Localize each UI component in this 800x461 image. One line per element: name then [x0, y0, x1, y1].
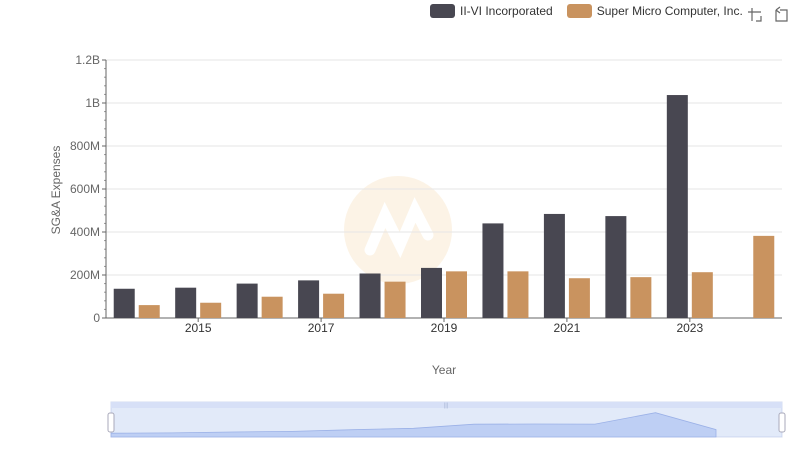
bar-ii-vi-2023[interactable] [666, 95, 688, 318]
y-tick-label: 400M [70, 225, 100, 239]
x-tick-label: 2021 [554, 321, 581, 335]
legend-item-supermicro[interactable]: Super Micro Computer, Inc. [566, 4, 743, 18]
bar-supermicro-2014[interactable] [138, 305, 160, 318]
slider-preview-area [110, 412, 717, 438]
x-axis-label: Year [432, 363, 456, 377]
legend-swatch-supermicro [566, 4, 592, 18]
toolbar [746, 6, 798, 24]
slider-handle-right[interactable] [778, 412, 786, 433]
legend-label-ii-vi: II-VI Incorporated [460, 4, 553, 18]
bar-ii-vi-2020[interactable] [482, 223, 504, 318]
y-tick-label: 200M [70, 268, 100, 282]
zoom-icon[interactable] [746, 6, 764, 24]
bar-supermicro-2015[interactable] [200, 302, 222, 318]
x-tick-label: 2015 [185, 321, 212, 335]
slider-selection[interactable] [111, 408, 782, 437]
bar-ii-vi-2017[interactable] [298, 280, 320, 318]
bar-supermicro-2023[interactable] [691, 272, 713, 318]
bars [113, 95, 775, 318]
bar-ii-vi-2021[interactable] [543, 213, 565, 318]
y-tick-label: 1B [85, 96, 100, 110]
legend-label-supermicro: Super Micro Computer, Inc. [596, 4, 743, 18]
bar-ii-vi-2018[interactable] [359, 273, 381, 318]
slider-top-bar[interactable] [111, 402, 782, 408]
watermark-logo [344, 176, 452, 284]
bar-supermicro-2016[interactable] [261, 296, 283, 318]
bar-supermicro-2019[interactable] [446, 271, 467, 318]
x-tick-label: 2017 [308, 321, 335, 335]
y-axis-label: SG&A Expenses [49, 146, 63, 235]
legend-item-ii-vi[interactable]: II-VI Incorporated [430, 4, 553, 18]
x-tick-label: 2019 [431, 321, 458, 335]
legend: II-VI Incorporated Super Micro Computer,… [430, 4, 757, 18]
bar-ii-vi-2019[interactable] [421, 267, 442, 318]
bar-supermicro-2024[interactable] [753, 235, 775, 318]
y-tick-label: 600M [70, 182, 100, 196]
legend-swatch-ii-vi [430, 4, 455, 18]
x-axis: 2015 2017 2019 2021 2023 [106, 317, 782, 335]
bar-ii-vi-2022[interactable] [605, 216, 627, 318]
bar-ii-vi-2014[interactable] [113, 288, 135, 318]
bar-ii-vi-2015[interactable] [175, 287, 197, 318]
slider-grip-icon[interactable]: ||| [444, 403, 449, 409]
bar-supermicro-2020[interactable] [507, 271, 529, 318]
y-tick-label: 800M [70, 139, 100, 153]
y-tick-label: 0 [93, 311, 100, 325]
y-tick-label: 1.2B [75, 53, 100, 67]
data-zoom-slider[interactable]: ||| [107, 401, 786, 438]
slider-handle-left[interactable] [107, 412, 115, 433]
bar-supermicro-2021[interactable] [568, 278, 590, 318]
y-axis: 0 200M 400M 600M 800M 1B 1.2B [70, 53, 107, 325]
bar-supermicro-2018[interactable] [384, 281, 406, 318]
bar-supermicro-2022[interactable] [630, 277, 652, 318]
bar-ii-vi-2016[interactable] [236, 283, 258, 318]
restore-icon[interactable] [772, 6, 790, 24]
bar-supermicro-2017[interactable] [323, 293, 345, 318]
x-tick-label: 2023 [676, 321, 703, 335]
